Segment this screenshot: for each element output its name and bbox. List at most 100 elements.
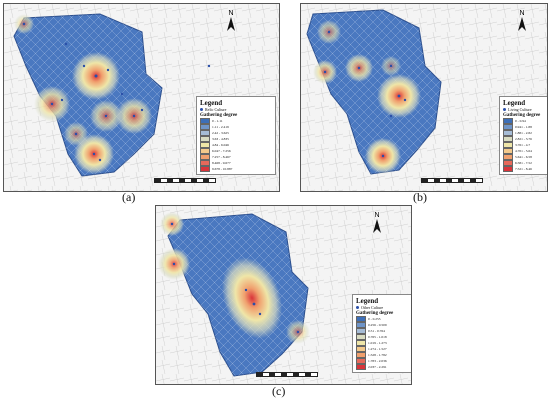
legend-class-row: 0.941 - 1.88 [503,124,547,130]
legend-swatch [356,352,366,358]
legend-class-label: 0 - 1.11 [212,119,223,123]
legend-class-row: 7.257 - 8.467 [200,154,272,160]
legend-class-label: 9.678 - 10.887 [212,167,233,171]
panel-caption: (c) [272,384,286,398]
legend-title: Legend [200,99,223,107]
legend-classes: 0 - 0.94 0.941 - 1.88 1.881 - 2.82 2.821 - … [503,118,547,172]
scale-title: Gathering degree [200,113,238,118]
legend-class-label: 1.019 - 1.273 [368,341,387,345]
legend-class-label: 2.42 - 3.625 [212,131,229,135]
scale-bar [154,178,216,183]
culture-points [170,222,300,334]
legend-class-row: 2.037 - 2.291 [356,364,408,370]
legend-swatch [503,154,513,160]
legend-class-label: 1.274 - 1.527 [368,347,387,351]
legend-class-label: 0 - 0.255 [368,317,381,321]
legend-swatch [200,160,210,166]
legend-swatch [356,358,366,364]
scale-bar [421,178,483,183]
legend-class-row: 0.51 - 0.764 [356,328,408,334]
legend-swatch [356,334,366,340]
legend-swatch [200,166,210,172]
legend-title: Legend [356,297,379,305]
legend-class-row: 0 - 0.255 [356,316,408,322]
legend-class-label: 0.256 - 0.509 [368,323,387,327]
legend-class-label: 3.63 - 4.835 [212,137,229,141]
legend-class-row: 2.42 - 3.625 [200,130,272,136]
point-symbol [356,306,359,309]
legend-swatch [200,118,210,124]
scale-title: Gathering degree [503,113,541,118]
scale-bar [256,372,318,377]
map-panel-relic-culture: N Legend Relic Culture Gathering degree … [3,3,280,192]
legend-class-row: 2.821 - 3.76 [503,136,547,142]
point-label: Living Culture [508,107,532,112]
legend-swatch [356,316,366,322]
legend-swatch [503,118,513,124]
legend-swatch [503,136,513,142]
north-arrow: N [224,10,238,36]
panel-caption: (a) [122,190,136,204]
legend-class-label: 7.257 - 8.467 [212,155,231,159]
legend-class-label: 2.037 - 2.291 [368,365,387,369]
map-panel-other-culture: N Legend Other Culture Gathering degree … [155,205,412,385]
legend-swatch [503,160,513,166]
legend-swatch [200,142,210,148]
legend-class-label: 0.51 - 0.764 [368,329,385,333]
legend-class-row: 0.765 - 1.018 [356,334,408,340]
legend-class-row: 4.84 - 6.046 [200,142,272,148]
legend-class-row: 4.701 - 5.64 [503,148,547,154]
legend-class-label: 4.84 - 6.046 [212,143,229,147]
legend-swatch [356,346,366,352]
legend-swatch [503,130,513,136]
legend-class-label: 4.701 - 5.64 [515,149,532,153]
legend-class-label: 6.047 - 7.256 [212,149,231,153]
north-arrow: N [515,10,529,36]
point-symbol [200,108,203,111]
legend-swatch [503,142,513,148]
legend-class-label: 6.581 - 7.52 [515,161,532,165]
legend-class-row: 3.761 - 4.7 [503,142,547,148]
legend-class-row: 0 - 1.11 [200,118,272,124]
legend-swatch [503,148,513,154]
legend-class-row: 9.678 - 10.887 [200,166,272,172]
culture-points [323,30,407,158]
point-label: Relic Culture [205,107,227,112]
legend-class-label: 2.821 - 3.76 [515,137,532,141]
legend-class-label: 0.941 - 1.88 [515,125,532,129]
legend-swatch [356,328,366,334]
legend-class-label: 0.765 - 1.018 [368,335,387,339]
legend-classes: 0 - 1.11 1.11 - 2.419 2.42 - 3.625 3.63 - 4… [200,118,272,172]
legend-class-row: 1.019 - 1.273 [356,340,408,346]
legend-class-label: 8.468 - 9.677 [212,161,231,165]
legend-swatch [200,124,210,130]
legend-class-row: 1.528 - 1.782 [356,352,408,358]
legend-swatch [200,136,210,142]
legend-class-row: 6.047 - 7.256 [200,148,272,154]
north-arrow: N [370,212,384,238]
legend: Legend Other Culture Gathering degree 0 … [352,294,411,373]
legend-swatch [356,364,366,370]
legend-class-row: 0 - 0.94 [503,118,547,124]
legend-class-row: 1.274 - 1.527 [356,346,408,352]
legend-class-row: 6.581 - 7.52 [503,160,547,166]
legend-class-label: 1.11 - 2.419 [212,125,229,129]
legend-swatch [200,130,210,136]
legend-class-label: 1.783 - 2.036 [368,359,387,363]
hotspot [222,257,282,339]
legend-class-row: 1.881 - 2.82 [503,130,547,136]
legend-class-row: 3.63 - 4.835 [200,136,272,142]
legend-class-row: 1.11 - 2.419 [200,124,272,130]
panel-caption: (b) [413,190,427,204]
legend-class-row: 1.783 - 2.036 [356,358,408,364]
point-label: Other Culture [361,305,384,310]
legend-class-label: 5.641 - 6.58 [515,155,532,159]
legend-swatch [200,148,210,154]
legend: Legend Relic Culture Gathering degree 0 … [196,96,276,175]
legend-class-row: 5.641 - 6.58 [503,154,547,160]
legend-class-label: 3.761 - 4.7 [515,143,531,147]
legend-class-label: 7.521 - 8.46 [515,167,532,171]
legend-class-row: 0.256 - 0.509 [356,322,408,328]
legend-class-label: 1.528 - 1.782 [368,353,387,357]
point-symbol [503,108,506,111]
